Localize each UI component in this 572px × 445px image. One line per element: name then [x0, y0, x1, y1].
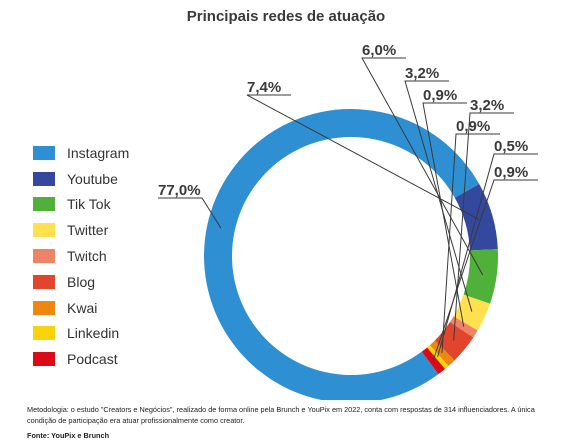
leader-line	[246, 94, 480, 220]
legend-item-blog: Blog	[33, 269, 129, 295]
legend-swatch	[33, 145, 55, 160]
data-label-blog: 3,2%	[470, 97, 504, 114]
legend: Instagram Youtube Tik Tok Twitter Twitch…	[33, 140, 129, 372]
legend-item-instagram: Instagram	[33, 140, 129, 166]
legend-swatch	[33, 300, 55, 315]
legend-label: Tik Tok	[67, 196, 111, 213]
legend-item-linkedin: Linkedin	[33, 321, 129, 347]
data-label-tiktok: 6,0%	[362, 42, 396, 59]
legend-item-twitter: Twitter	[33, 217, 129, 243]
chart-title: Principais redes de atuação	[186, 8, 386, 25]
data-label-podcast: 0,9%	[494, 164, 528, 181]
legend-swatch	[33, 171, 55, 186]
legend-label: Twitter	[67, 222, 109, 239]
leader-line	[361, 57, 484, 276]
source-note: Fonte: YouPix e Brunch	[27, 431, 110, 440]
legend-item-tiktok: Tik Tok	[33, 192, 129, 218]
methodology-note: Metodologia: o estudo "Creators e Negóci…	[27, 405, 535, 425]
leader-line	[437, 153, 538, 358]
leader-line	[432, 179, 538, 361]
slice-tiktok	[463, 249, 498, 304]
legend-swatch	[33, 223, 55, 238]
legend-swatch	[33, 274, 55, 289]
legend-swatch	[33, 352, 55, 367]
donut-chart: 77,0%7,4%6,0%3,2%0,9%3,2%0,9%0,5%0,9%	[158, 42, 538, 400]
leader-line	[158, 197, 222, 229]
data-label-youtube: 7,4%	[247, 79, 281, 96]
slice-twitch	[450, 316, 478, 338]
legend-swatch	[33, 249, 55, 264]
slice-podcast	[421, 347, 445, 375]
data-label-linkedin: 0,5%	[494, 138, 528, 155]
leader-line	[453, 112, 514, 341]
data-label-twitter: 3,2%	[405, 65, 439, 82]
legend-item-podcast: Podcast	[33, 346, 129, 372]
data-label-instagram: 77,0%	[158, 182, 201, 199]
legend-label: Twitch	[67, 248, 107, 265]
legend-swatch	[33, 197, 55, 212]
data-label-twitch: 0,9%	[423, 87, 457, 104]
legend-label: Linkedin	[67, 325, 120, 342]
legend-label: Podcast	[67, 351, 118, 368]
leader-line	[441, 133, 500, 354]
legend-label: Kwai	[67, 299, 98, 316]
legend-item-kwai: Kwai	[33, 295, 129, 321]
legend-item-youtube: Youtube	[33, 166, 129, 192]
slice-linkedin	[427, 345, 449, 370]
legend-swatch	[33, 326, 55, 341]
legend-label: Blog	[67, 273, 96, 290]
legend-item-twitch: Twitch	[33, 243, 129, 269]
legend-label: Instagram	[67, 144, 130, 161]
leader-line	[422, 102, 467, 327]
slice-kwai	[429, 340, 455, 367]
data-label-kwai: 0,9%	[456, 118, 490, 135]
legend-label: Youtube	[67, 170, 118, 187]
